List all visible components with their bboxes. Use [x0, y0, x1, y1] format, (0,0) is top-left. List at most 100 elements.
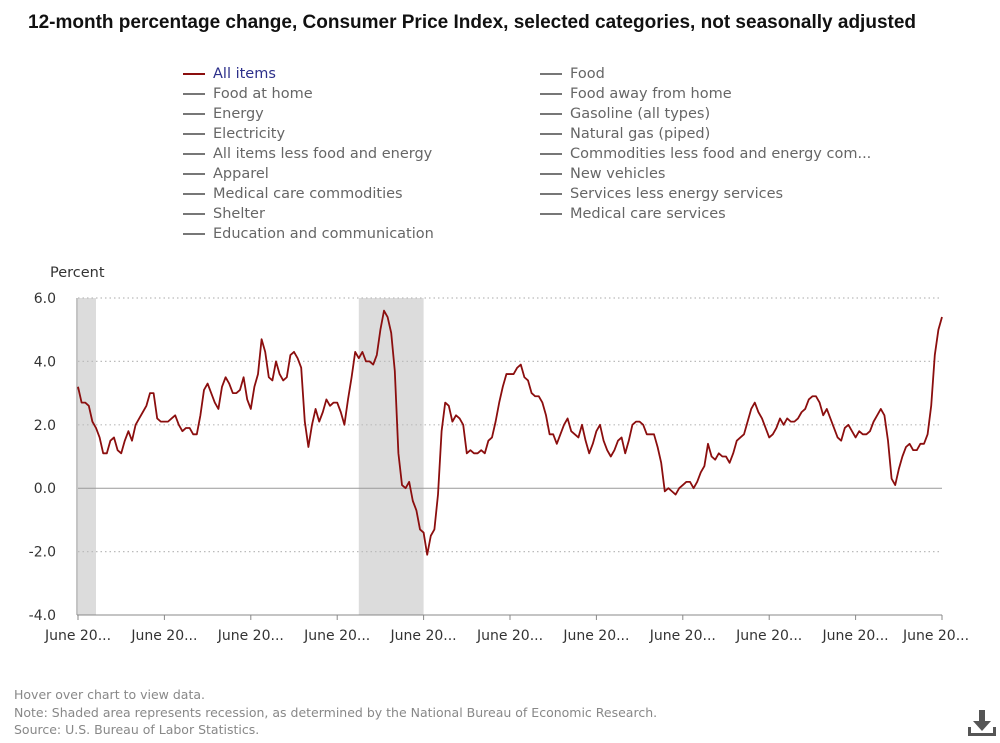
data-point[interactable]: 2020-01: 2.5: [878, 406, 883, 411]
data-point[interactable]: 2005-05: 2.8: [245, 397, 250, 402]
data-point[interactable]: 2007-10: 3.5: [349, 375, 354, 380]
data-point[interactable]: 2005-04: 3.5: [241, 375, 246, 380]
legend-item[interactable]: Shelter: [183, 205, 265, 223]
legend-item[interactable]: Services less energy services: [540, 185, 783, 203]
data-point[interactable]: 2002-07: 1.5: [122, 438, 127, 443]
data-point[interactable]: 2017-04: 2.2: [760, 416, 765, 421]
data-point[interactable]: 2003-10: 2: [176, 422, 181, 427]
data-point[interactable]: 2012-02: 2.9: [536, 394, 541, 399]
data-point[interactable]: 2011-03: 2.7: [497, 400, 502, 405]
data-point[interactable]: 2020-07: 1: [900, 454, 905, 459]
data-point[interactable]: 2013-10: 1: [608, 454, 613, 459]
data-point[interactable]: 2006-06: 4.3: [292, 349, 297, 354]
data-point[interactable]: 2008-01: 4.3: [360, 349, 365, 354]
data-point[interactable]: 2019-04: 2: [846, 422, 851, 427]
data-point[interactable]: 2016-08: 1.1: [731, 451, 736, 456]
data-point[interactable]: 2013-05: 1.4: [590, 441, 595, 446]
data-point[interactable]: 2021-03: 2.6: [929, 403, 934, 408]
legend-item[interactable]: Gasoline (all types): [540, 105, 710, 123]
data-point[interactable]: 2009-02: 0.2: [407, 479, 412, 484]
data-point[interactable]: 2019-06: 1.6: [853, 435, 858, 440]
data-point[interactable]: 2014-02: 1.1: [623, 451, 628, 456]
data-point[interactable]: 2014-03: 1.5: [626, 438, 631, 443]
data-point[interactable]: 2013-01: 1.6: [576, 435, 581, 440]
data-point[interactable]: 2021-04: 4.2: [932, 353, 937, 358]
data-point[interactable]: 2001-06: 3.2: [76, 384, 81, 389]
data-point[interactable]: 2018-02: 2.2: [796, 416, 801, 421]
data-point[interactable]: 2009-01: 0: [403, 486, 408, 491]
data-point[interactable]: 2004-05: 3.1: [202, 387, 207, 392]
legend-item[interactable]: Medical care commodities: [183, 185, 403, 203]
data-point[interactable]: 2017-02: 2.7: [752, 400, 757, 405]
data-point[interactable]: 2013-09: 1.2: [605, 448, 610, 453]
data-point[interactable]: 2007-12: 4.1: [356, 356, 361, 361]
data-point[interactable]: 2020-02: 2.3: [882, 413, 887, 418]
data-point[interactable]: 2010-04: 2.2: [457, 416, 462, 421]
legend-item[interactable]: New vehicles: [540, 165, 665, 183]
data-point[interactable]: 2015-12: 0.7: [702, 464, 707, 469]
data-point[interactable]: 2006-04: 3.5: [284, 375, 289, 380]
data-point[interactable]: 2009-11: 1.8: [439, 429, 444, 434]
series-line-all-items[interactable]: [77, 309, 943, 556]
data-point[interactable]: 2007-08: 2: [342, 422, 347, 427]
data-point[interactable]: 2015-11: 0.5: [698, 470, 703, 475]
data-point[interactable]: 2008-07: 5.6: [382, 308, 387, 313]
data-point[interactable]: 2017-07: 1.7: [770, 432, 775, 437]
data-point[interactable]: 2008-04: 3.9: [371, 362, 376, 367]
data-point[interactable]: 2005-08: 3.6: [256, 372, 261, 377]
data-point[interactable]: 2007-01: 2.1: [317, 419, 322, 424]
data-point[interactable]: 2020-11: 1.2: [914, 448, 919, 453]
data-point[interactable]: 2004-12: 3.3: [227, 381, 232, 386]
data-point[interactable]: 2004-11: 3.5: [223, 375, 228, 380]
legend-item[interactable]: Food at home: [183, 85, 313, 103]
data-point[interactable]: 2013-08: 1.5: [601, 438, 606, 443]
data-point[interactable]: 2015-04: -0.2: [673, 492, 678, 497]
data-point[interactable]: 2010-11: 1.1: [482, 451, 487, 456]
data-point[interactable]: 2020-03: 1.5: [886, 438, 891, 443]
data-point[interactable]: 2002-12: 2.4: [140, 410, 145, 415]
data-point[interactable]: 2006-07: 4.1: [295, 356, 300, 361]
data-point[interactable]: 2016-07: 0.8: [727, 460, 732, 465]
legend-item[interactable]: All items less food and energy: [183, 145, 432, 163]
data-point[interactable]: 2013-06: 1.8: [594, 429, 599, 434]
data-point[interactable]: 2016-12: 2.1: [745, 419, 750, 424]
data-point[interactable]: 2011-09: 3.9: [518, 362, 523, 367]
data-point[interactable]: 2009-04: -0.7: [414, 508, 419, 513]
data-point[interactable]: 2002-09: 1.5: [130, 438, 135, 443]
data-point[interactable]: 2004-06: 3.3: [205, 381, 210, 386]
data-point[interactable]: 2006-01: 4: [274, 359, 279, 364]
data-point[interactable]: 2014-11: 1.3: [655, 444, 660, 449]
data-point[interactable]: 2013-03: 1.5: [583, 438, 588, 443]
data-point[interactable]: 2018-10: 2.5: [824, 406, 829, 411]
data-point[interactable]: 2002-08: 1.8: [126, 429, 131, 434]
data-point[interactable]: 2010-05: 2: [461, 422, 466, 427]
data-point[interactable]: 2015-08: 0.2: [688, 479, 693, 484]
data-point[interactable]: 2004-08: 2.7: [212, 400, 217, 405]
data-point[interactable]: 2019-12: 2.3: [875, 413, 880, 418]
data-point[interactable]: 2010-02: 2.1: [450, 419, 455, 424]
data-point[interactable]: 2011-11: 3.4: [526, 378, 531, 383]
data-point[interactable]: 2009-03: -0.4: [410, 498, 415, 503]
data-point[interactable]: 2020-05: 0.1: [893, 483, 898, 488]
data-point[interactable]: 2013-02: 2: [580, 422, 585, 427]
data-point[interactable]: 2015-10: 0.2: [695, 479, 700, 484]
data-point[interactable]: 2005-12: 3.4: [270, 378, 275, 383]
data-point[interactable]: 2008-06: 5: [378, 327, 383, 332]
data-point[interactable]: 2002-02: 1.1: [104, 451, 109, 456]
legend-item[interactable]: Apparel: [183, 165, 269, 183]
data-point[interactable]: 2018-04: 2.5: [803, 406, 808, 411]
data-point[interactable]: 2014-01: 1.6: [619, 435, 624, 440]
data-point[interactable]: 2006-09: 2.1: [302, 419, 307, 424]
data-point[interactable]: 2019-02: 1.5: [839, 438, 844, 443]
data-point[interactable]: 2012-10: 2.2: [565, 416, 570, 421]
data-point[interactable]: 2020-09: 1.4: [907, 441, 912, 446]
data-point[interactable]: 2001-09: 2.6: [86, 403, 91, 408]
data-point[interactable]: 2004-04: 2.3: [198, 413, 203, 418]
data-point[interactable]: 2006-02: 3.6: [277, 372, 282, 377]
data-point[interactable]: 2003-03: 3: [151, 391, 156, 396]
data-point[interactable]: 2007-07: 2.4: [338, 410, 343, 415]
line-chart[interactable]: 6.0 4.0 2.0 0.0 -2.0 -4.0 Percent June 20... Jun…: [0, 255, 1000, 655]
data-point[interactable]: 2016-11: 1.7: [742, 432, 747, 437]
download-icon[interactable]: [965, 706, 999, 740]
data-point[interactable]: 2019-05: 1.8: [850, 429, 855, 434]
